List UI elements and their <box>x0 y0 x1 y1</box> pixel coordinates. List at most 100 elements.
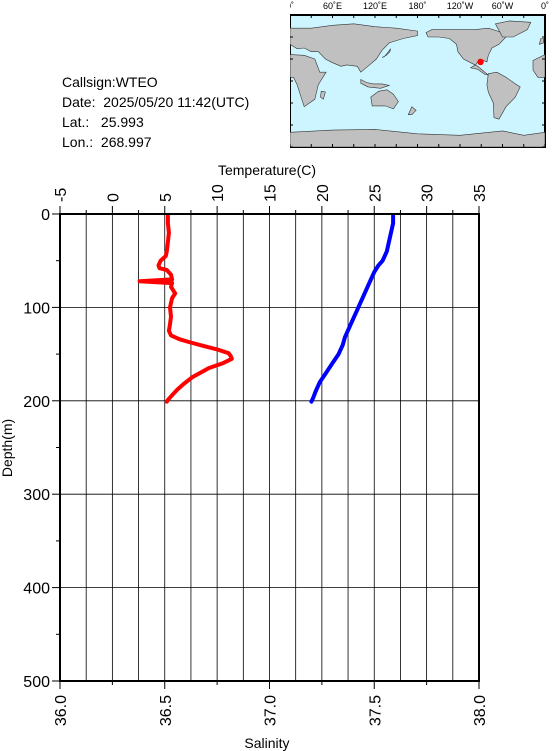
top-tick-label: 20 <box>315 184 332 202</box>
y-tick-label: 300 <box>23 487 50 504</box>
profile-chart: Temperature(C) Salinity Depth(m) -5 0 5 10 1… <box>0 162 489 751</box>
chart-series <box>137 213 396 404</box>
callsign-value: WTEO <box>115 74 158 90</box>
temperature-point <box>175 387 179 392</box>
lon-row: Lon.: 268.997 <box>62 132 249 152</box>
lon-label: Lon.: <box>62 134 94 150</box>
temperature-point <box>200 344 205 348</box>
temperature-point <box>158 259 163 263</box>
temperature-point <box>215 347 219 352</box>
date-row: Date: 2025/05/20 11:42(UTC) <box>62 92 249 112</box>
land-mass <box>360 79 391 89</box>
lat-label: Lat.: <box>62 114 90 130</box>
temperature-point <box>230 357 234 361</box>
temperature-point <box>198 371 202 375</box>
temperature-point <box>166 240 170 244</box>
lon-value: 268.997 <box>100 134 152 150</box>
callsign-label: Callsign: <box>62 74 116 90</box>
temperature-profile-line <box>137 213 234 404</box>
temperature-point <box>169 285 173 289</box>
temperature-point <box>169 333 173 338</box>
top-tick-label: 30 <box>420 184 437 202</box>
top-tick-label: 5 <box>158 193 175 202</box>
temperature-point <box>165 268 169 272</box>
temperature-point <box>190 375 194 380</box>
top-tick-label: 15 <box>263 184 280 202</box>
date-value: 2025/05/20 11:42(UTC) <box>103 94 250 110</box>
land-mass <box>290 129 545 147</box>
bottom-tick-label: 38.0 <box>472 695 489 726</box>
y-axis-title: Depth(m) <box>0 419 15 477</box>
temperature-point <box>168 305 172 309</box>
temperature-point <box>168 322 172 326</box>
map-lon-label: 180˚ <box>408 1 426 11</box>
station-info: Callsign:WTEO Date: 2025/05/20 11:42(UTC… <box>62 72 249 152</box>
temperature-point <box>170 296 174 300</box>
temperature-point <box>169 273 173 277</box>
top-tick-label: 35 <box>472 184 489 202</box>
lat-row: Lat.: 25.993 <box>62 112 249 132</box>
bottom-tick-label: 36.5 <box>158 695 175 726</box>
bottom-axis-title: Salinity <box>244 735 289 751</box>
y-tick-label: 400 <box>23 581 50 598</box>
temperature-point <box>207 366 211 370</box>
temperature-point <box>164 254 168 258</box>
top-axis-title: Temperature(C) <box>218 162 316 178</box>
temperature-point <box>229 354 233 358</box>
salinity-profile-line <box>309 213 396 404</box>
temperature-point <box>156 263 161 267</box>
land-mass <box>407 106 417 115</box>
land-mass <box>320 90 326 100</box>
temperature-point <box>187 340 191 344</box>
map-lon-label: 60˚E <box>323 1 342 11</box>
temperature-point <box>138 279 142 283</box>
station-marker <box>477 58 484 66</box>
top-tick-label: 10 <box>210 184 227 202</box>
y-tick-label: 100 <box>23 300 50 317</box>
lat-value: 25.993 <box>100 114 144 130</box>
land-mass <box>486 71 521 120</box>
map-lon-label: 120˚E <box>363 1 387 11</box>
land-mass <box>425 27 507 76</box>
y-tick-label: 200 <box>23 394 50 411</box>
temperature-point <box>170 277 174 281</box>
map-lon-label: 0˚ <box>541 1 549 11</box>
map-land <box>290 20 545 147</box>
map-ticks <box>290 14 546 148</box>
temperature-point <box>182 382 186 386</box>
temperature-point <box>166 221 170 225</box>
temperature-point <box>173 291 177 295</box>
temperature-point <box>177 337 182 341</box>
plot-frame <box>59 213 480 682</box>
temperature-point <box>227 351 231 355</box>
date-label: Date: <box>62 94 96 110</box>
top-tick-label: 0 <box>105 193 122 202</box>
temperature-point <box>167 329 171 333</box>
chart-grid <box>60 214 479 681</box>
temperature-point <box>167 231 171 235</box>
map-lon-label: 0˚ <box>290 1 294 11</box>
map-lon-label: 60˚W <box>492 1 514 11</box>
temperature-point <box>170 281 174 285</box>
land-mass <box>381 48 391 58</box>
temperature-point <box>169 315 173 319</box>
land-mass <box>494 20 532 38</box>
temperature-point <box>220 361 224 366</box>
land-mass <box>538 38 544 45</box>
bottom-tick-label: 37.5 <box>367 695 384 726</box>
land-mass <box>370 89 399 110</box>
temperature-point <box>166 214 170 218</box>
top-tick-label: -5 <box>53 188 70 202</box>
temperature-point <box>165 249 169 253</box>
callsign-row: Callsign:WTEO <box>62 72 249 92</box>
land-mass <box>290 23 418 73</box>
map-lon-label: 120˚W <box>447 1 474 11</box>
temperature-point <box>165 400 169 404</box>
bottom-tick-label: 37.0 <box>263 695 280 726</box>
top-tick-label: 25 <box>367 184 384 202</box>
land-mass <box>532 54 545 78</box>
temperature-point <box>170 393 174 397</box>
